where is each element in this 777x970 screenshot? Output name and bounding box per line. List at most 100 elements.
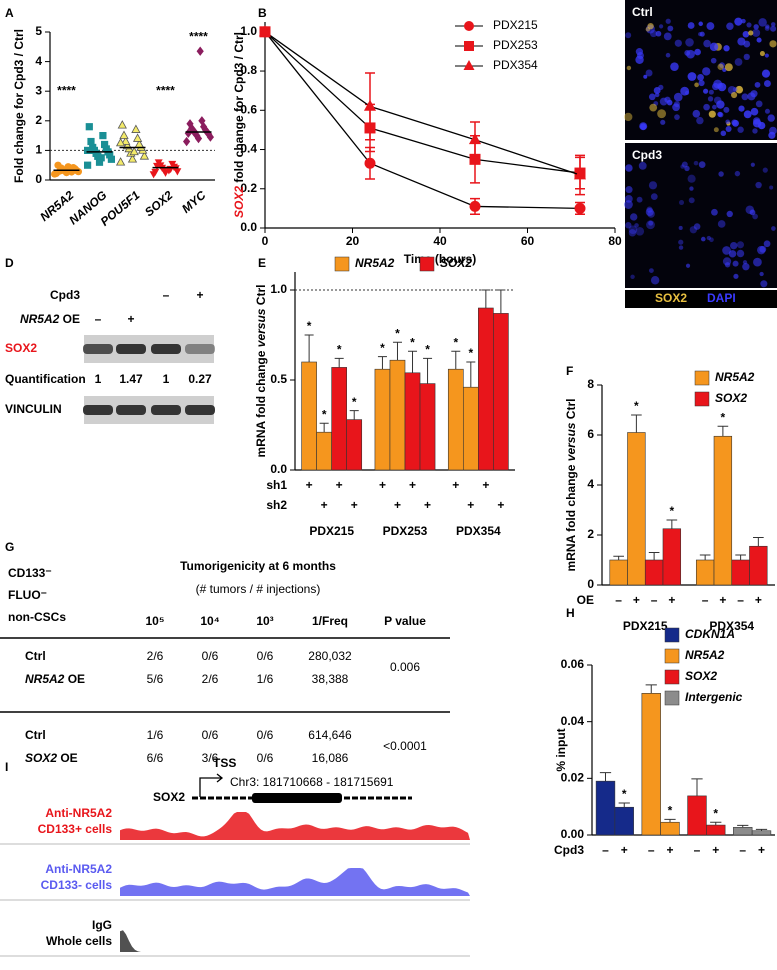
nucleus	[635, 226, 645, 236]
table-row-label: Ctrl	[25, 728, 46, 742]
legend-swatch	[419, 256, 435, 272]
nucleus	[759, 271, 764, 277]
marker	[85, 123, 93, 131]
table-cell: 1/6	[257, 672, 274, 686]
error-bar	[631, 414, 642, 433]
y-axis-label: % input	[554, 728, 568, 771]
stain-legend-bg	[625, 290, 777, 308]
significance: *	[634, 399, 639, 413]
nucleus	[738, 105, 745, 112]
marker	[198, 116, 206, 126]
nucleus	[687, 22, 695, 29]
nucleus	[716, 100, 725, 109]
table-row-header: non-CSCs	[8, 610, 66, 624]
x-tick-label: 0	[262, 234, 269, 248]
marker	[363, 99, 377, 111]
row-label: OE	[577, 593, 594, 607]
error-bar	[408, 350, 418, 373]
panel-letter: B	[258, 6, 267, 20]
nucleus	[648, 93, 656, 101]
table-row-label-part: SOX2	[25, 751, 57, 765]
marker	[87, 137, 95, 146]
row-sign: +	[409, 478, 416, 492]
panel-letter: E	[258, 256, 266, 270]
bar	[462, 386, 479, 471]
marker	[168, 160, 177, 169]
error-bar	[466, 361, 476, 388]
y-tick-label: 0.6	[240, 102, 257, 116]
table-row-header: FLUO⁻	[8, 588, 47, 602]
y-axis-label-part: fold change for Cpd3 / Ctrl	[232, 32, 246, 186]
significance: *	[410, 335, 415, 349]
blot-sign: –	[95, 312, 102, 326]
nucleus	[638, 161, 647, 170]
nucleus	[723, 45, 730, 52]
nucleus	[628, 225, 638, 235]
marker	[139, 151, 150, 160]
y-tick-label: 1.0	[240, 24, 257, 38]
marker	[131, 124, 141, 133]
y-tick-label: 0.0	[240, 220, 257, 234]
nucleus	[728, 250, 737, 258]
nucleus	[771, 226, 776, 231]
y-tick-label: 0.8	[240, 63, 257, 77]
nucleus	[768, 131, 776, 139]
table-cell: 16,086	[312, 751, 349, 765]
y-tick-label: 0	[587, 577, 594, 591]
table-row-header: CD133⁻	[8, 566, 52, 580]
y-axis-label-part: SOX2	[232, 186, 246, 218]
nucleus	[753, 24, 759, 30]
y-tick-label: 0.0	[270, 462, 287, 476]
nucleus	[708, 110, 716, 118]
bar	[404, 372, 421, 471]
nucleus	[719, 62, 725, 69]
marker	[119, 130, 129, 139]
error-bar	[451, 350, 461, 370]
nucleus	[736, 249, 745, 258]
row-sign: +	[666, 843, 673, 857]
track-label: Whole cells	[46, 934, 112, 948]
y-tick-label: 8	[587, 377, 594, 391]
bar	[331, 367, 347, 471]
significance: *	[670, 504, 675, 518]
coverage	[120, 930, 470, 952]
bar	[478, 307, 494, 471]
nucleus	[741, 93, 749, 101]
x-tick-label: PDX253	[383, 524, 428, 538]
row-sign: –	[737, 593, 744, 607]
band	[185, 405, 215, 415]
nucleus	[755, 181, 762, 189]
nucleus	[725, 125, 732, 132]
row-sign: –	[702, 593, 709, 607]
nucleus	[692, 109, 701, 118]
nucleus	[726, 210, 733, 218]
table-cell: 2/6	[147, 649, 164, 663]
y-axis-label: SOX2 fold change for Cpd3 / Ctrl	[232, 32, 246, 218]
bar	[316, 431, 332, 471]
x-tick-label: PDX215	[623, 619, 668, 633]
nucleus	[658, 24, 664, 29]
nucleus	[699, 31, 705, 37]
marker	[164, 167, 173, 175]
nucleus	[742, 263, 750, 271]
nucleus	[694, 82, 699, 88]
nucleus	[749, 209, 756, 216]
nucleus	[703, 39, 711, 48]
marker	[54, 161, 62, 169]
significance: *	[668, 804, 673, 818]
nucleus	[660, 119, 666, 125]
nucleus	[700, 236, 706, 242]
error-bar	[645, 684, 657, 694]
nucleus	[667, 25, 674, 32]
nucleus	[760, 280, 768, 288]
nucleus	[650, 193, 658, 200]
row-sign: +	[394, 498, 401, 512]
image-label: Cpd3	[632, 148, 662, 162]
legend-label: CDKN1A	[685, 627, 735, 641]
nucleus	[753, 117, 761, 125]
row-sign: –	[648, 843, 655, 857]
nucleus	[696, 116, 704, 125]
marker	[102, 145, 110, 153]
table-cell: 2/6	[202, 672, 219, 686]
nucleus	[684, 165, 690, 172]
